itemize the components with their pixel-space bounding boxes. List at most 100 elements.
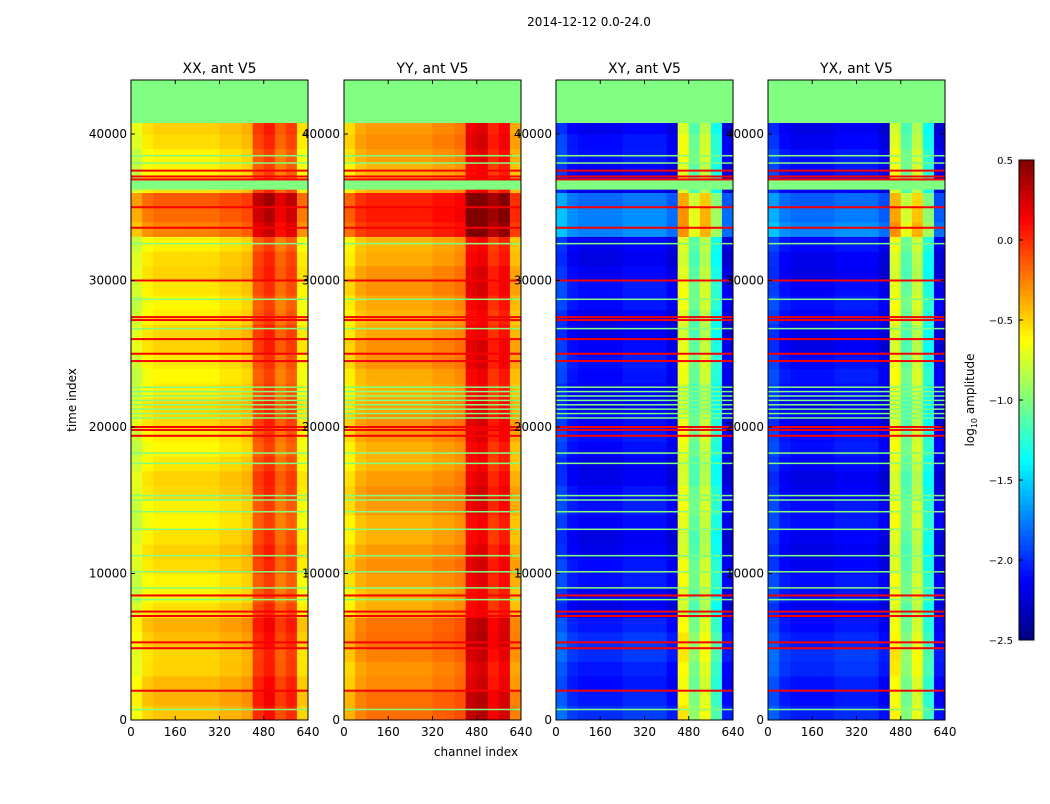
- heatmap-cell: [666, 690, 679, 706]
- colorbar-label: log10 amplitude: [963, 354, 979, 447]
- heatmap-cell: [219, 324, 231, 340]
- heatmap-cell: [421, 646, 433, 662]
- heatmap-cell: [900, 383, 913, 399]
- heatmap-cell: [355, 529, 367, 545]
- y-tick-label: 10000: [302, 567, 340, 581]
- heatmap-cell: [509, 441, 522, 457]
- heatmap-cell: [801, 134, 813, 150]
- bright-row: [768, 226, 945, 229]
- heatmap-cell: [578, 207, 590, 223]
- heatmap-cell: [655, 339, 668, 355]
- heatmap-cell: [487, 676, 500, 692]
- heatmap-cell: [677, 705, 690, 721]
- heatmap-cell: [454, 485, 467, 501]
- heatmap-cell: [388, 661, 400, 677]
- heatmap-cell: [175, 558, 187, 574]
- colorbar-segment: [1019, 390, 1034, 396]
- heatmap-cell: [208, 676, 220, 692]
- heatmap-cell: [153, 134, 165, 150]
- heatmap-cell: [175, 427, 187, 443]
- heatmap-cell: [476, 676, 489, 692]
- heatmap-cell: [164, 339, 176, 355]
- heatmap-cell: [688, 324, 701, 340]
- heatmap-cell: [889, 265, 902, 281]
- heatmap-cell: [498, 529, 511, 545]
- heatmap-cell: [366, 617, 378, 633]
- heatmap-cell: [241, 602, 254, 618]
- heatmap-cell: [153, 676, 165, 692]
- flagged-row: [344, 571, 521, 573]
- heatmap-cell: [366, 646, 378, 662]
- heatmap-cell: [801, 646, 813, 662]
- heatmap-cell: [509, 690, 522, 706]
- heatmap-cell: [285, 134, 298, 150]
- heatmap-cell: [721, 632, 734, 648]
- heatmap-cell: [823, 470, 835, 486]
- heatmap-cell: [812, 617, 824, 633]
- heatmap-cell: [688, 368, 701, 384]
- heatmap-cell: [911, 412, 924, 428]
- heatmap-cell: [355, 412, 367, 428]
- heatmap-cell: [699, 617, 712, 633]
- heatmap-cell: [476, 221, 489, 237]
- heatmap-cell: [230, 617, 243, 633]
- heatmap-cell: [241, 295, 254, 311]
- heatmap-cell: [377, 690, 389, 706]
- heatmap-cell: [388, 500, 400, 516]
- flagged-row: [344, 417, 521, 419]
- flagged-row: [768, 298, 945, 301]
- heatmap-cell: [779, 690, 791, 706]
- heatmap-cell: [344, 251, 356, 267]
- heatmap-cell: [779, 251, 791, 267]
- heatmap-cell: [399, 134, 411, 150]
- heatmap-cell: [142, 514, 154, 530]
- heatmap-cell: [889, 661, 902, 677]
- heatmap-cell: [834, 295, 846, 311]
- heatmap-cell: [421, 529, 433, 545]
- heatmap-cell: [454, 295, 467, 311]
- heatmap-cell: [153, 661, 165, 677]
- heatmap-cell: [274, 544, 287, 560]
- heatmap-cell: [622, 123, 634, 135]
- heatmap-cell: [933, 368, 946, 384]
- heatmap-cell: [377, 324, 389, 340]
- heatmap-cell: [768, 368, 780, 384]
- heatmap-cell: [355, 676, 367, 692]
- heatmap-cell: [252, 383, 265, 399]
- heatmap-cell: [801, 632, 813, 648]
- flagged-row: [131, 242, 308, 245]
- heatmap-cell: [219, 485, 231, 501]
- colorbar-segment: [1019, 190, 1034, 196]
- heatmap-cell: [355, 500, 367, 516]
- heatmap-cell: [644, 123, 656, 135]
- heatmap-cell: [721, 324, 734, 340]
- heatmap-cell: [677, 192, 690, 208]
- heatmap-cell: [699, 500, 712, 516]
- heatmap-cell: [186, 134, 198, 150]
- heatmap-cell: [768, 427, 780, 443]
- heatmap-cell: [567, 412, 579, 428]
- flagged-row: [131, 327, 308, 330]
- heatmap-cell: [768, 383, 780, 399]
- bright-row: [556, 434, 733, 437]
- heatmap-cell: [567, 368, 579, 384]
- heatmap-cell: [589, 368, 601, 384]
- heatmap-cell: [443, 514, 456, 530]
- heatmap-cell: [465, 500, 478, 516]
- heatmap-cell: [197, 192, 209, 208]
- bright-row: [768, 169, 945, 172]
- colorbar-segment: [1019, 240, 1034, 246]
- bright-row: [344, 689, 521, 692]
- heatmap-cell: [377, 485, 389, 501]
- heatmap-cell: [845, 544, 857, 560]
- heatmap-cell: [622, 295, 634, 311]
- heatmap-cell: [933, 412, 946, 428]
- flagged-region: [556, 179, 733, 190]
- heatmap-cell: [344, 573, 356, 589]
- heatmap-cell: [856, 339, 868, 355]
- heatmap-cell: [710, 192, 723, 208]
- heatmap-cell: [721, 544, 734, 560]
- heatmap-cell: [867, 676, 880, 692]
- heatmap-cell: [768, 265, 780, 281]
- heatmap-cell: [410, 427, 422, 443]
